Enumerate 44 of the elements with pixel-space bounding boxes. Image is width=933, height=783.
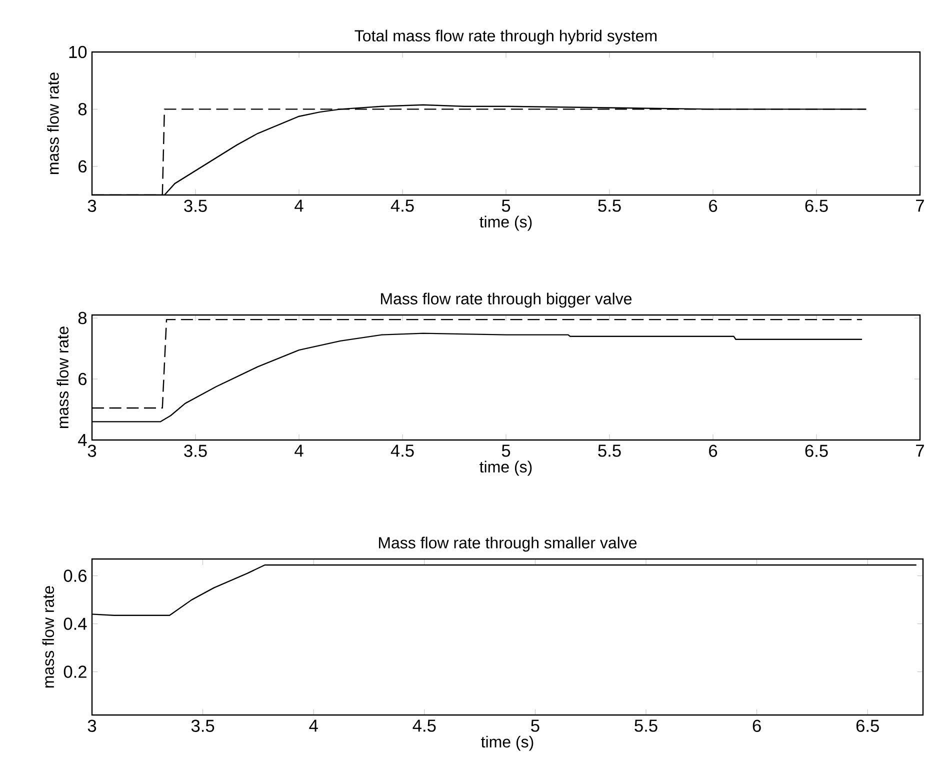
y-tick-label: 10 — [69, 46, 87, 58]
x-tick-label: 6.5 — [805, 444, 828, 457]
x-tick-label: 6 — [709, 444, 718, 457]
x-tick-label: 4.5 — [390, 444, 414, 457]
x-tick-label: 5 — [531, 720, 540, 732]
x-tick-label: 4.5 — [412, 720, 436, 732]
x-tick-label: 7 — [916, 200, 924, 212]
y-tick-label: 8 — [78, 312, 87, 324]
x-tick-label: 4 — [294, 444, 304, 457]
x-tick-label: 3 — [88, 720, 96, 732]
y-tick-label: 6 — [78, 160, 87, 173]
x-tick-label: 6 — [709, 200, 718, 212]
x-tick-label: 5.5 — [634, 720, 658, 732]
chart-title: Mass flow rate through bigger valve — [381, 292, 632, 308]
x-tick-label: 6.5 — [805, 200, 828, 212]
y-tick-label: 8 — [78, 103, 87, 116]
x-tick-label: 4 — [294, 200, 304, 212]
x-tick-label: 5 — [502, 200, 510, 212]
chart-title: Mass flow rate through smaller valve — [378, 536, 637, 552]
y-tick-label: 6 — [78, 372, 87, 386]
x-tick-label: 3.5 — [191, 720, 214, 732]
x-axis-title: time (s) — [481, 736, 534, 751]
x-tick-label: 3.5 — [184, 200, 207, 212]
x-tick-label: 6 — [752, 720, 761, 732]
y-axis-title: mass flow rate — [47, 72, 59, 174]
x-tick-label: 3.5 — [184, 444, 207, 457]
y-tick-label: 0.4 — [64, 618, 87, 630]
x-tick-label: 6.5 — [856, 720, 879, 732]
y-tick-label: 0.6 — [64, 570, 87, 582]
x-axis-title: time (s) — [480, 460, 532, 476]
x-tick-label: 5.5 — [598, 200, 621, 212]
x-tick-label: 5.5 — [598, 444, 621, 457]
x-tick-label: 7 — [916, 444, 924, 457]
y-tick-label: 4 — [78, 434, 87, 446]
x-tick-label: 3 — [88, 200, 96, 212]
x-tick-label: 4 — [309, 720, 318, 732]
y-tick-label: 0.2 — [64, 666, 86, 678]
chart-title: Total mass flow rate through hybrid system — [354, 30, 657, 45]
x-tick-label: 5 — [502, 444, 510, 457]
x-tick-label: 4.5 — [390, 200, 414, 212]
y-axis-title: mass flow rate — [42, 586, 54, 688]
x-tick-label: 3 — [88, 444, 96, 457]
y-axis-title: mass flow rate — [56, 326, 68, 428]
x-axis-title: time (s) — [480, 216, 532, 231]
